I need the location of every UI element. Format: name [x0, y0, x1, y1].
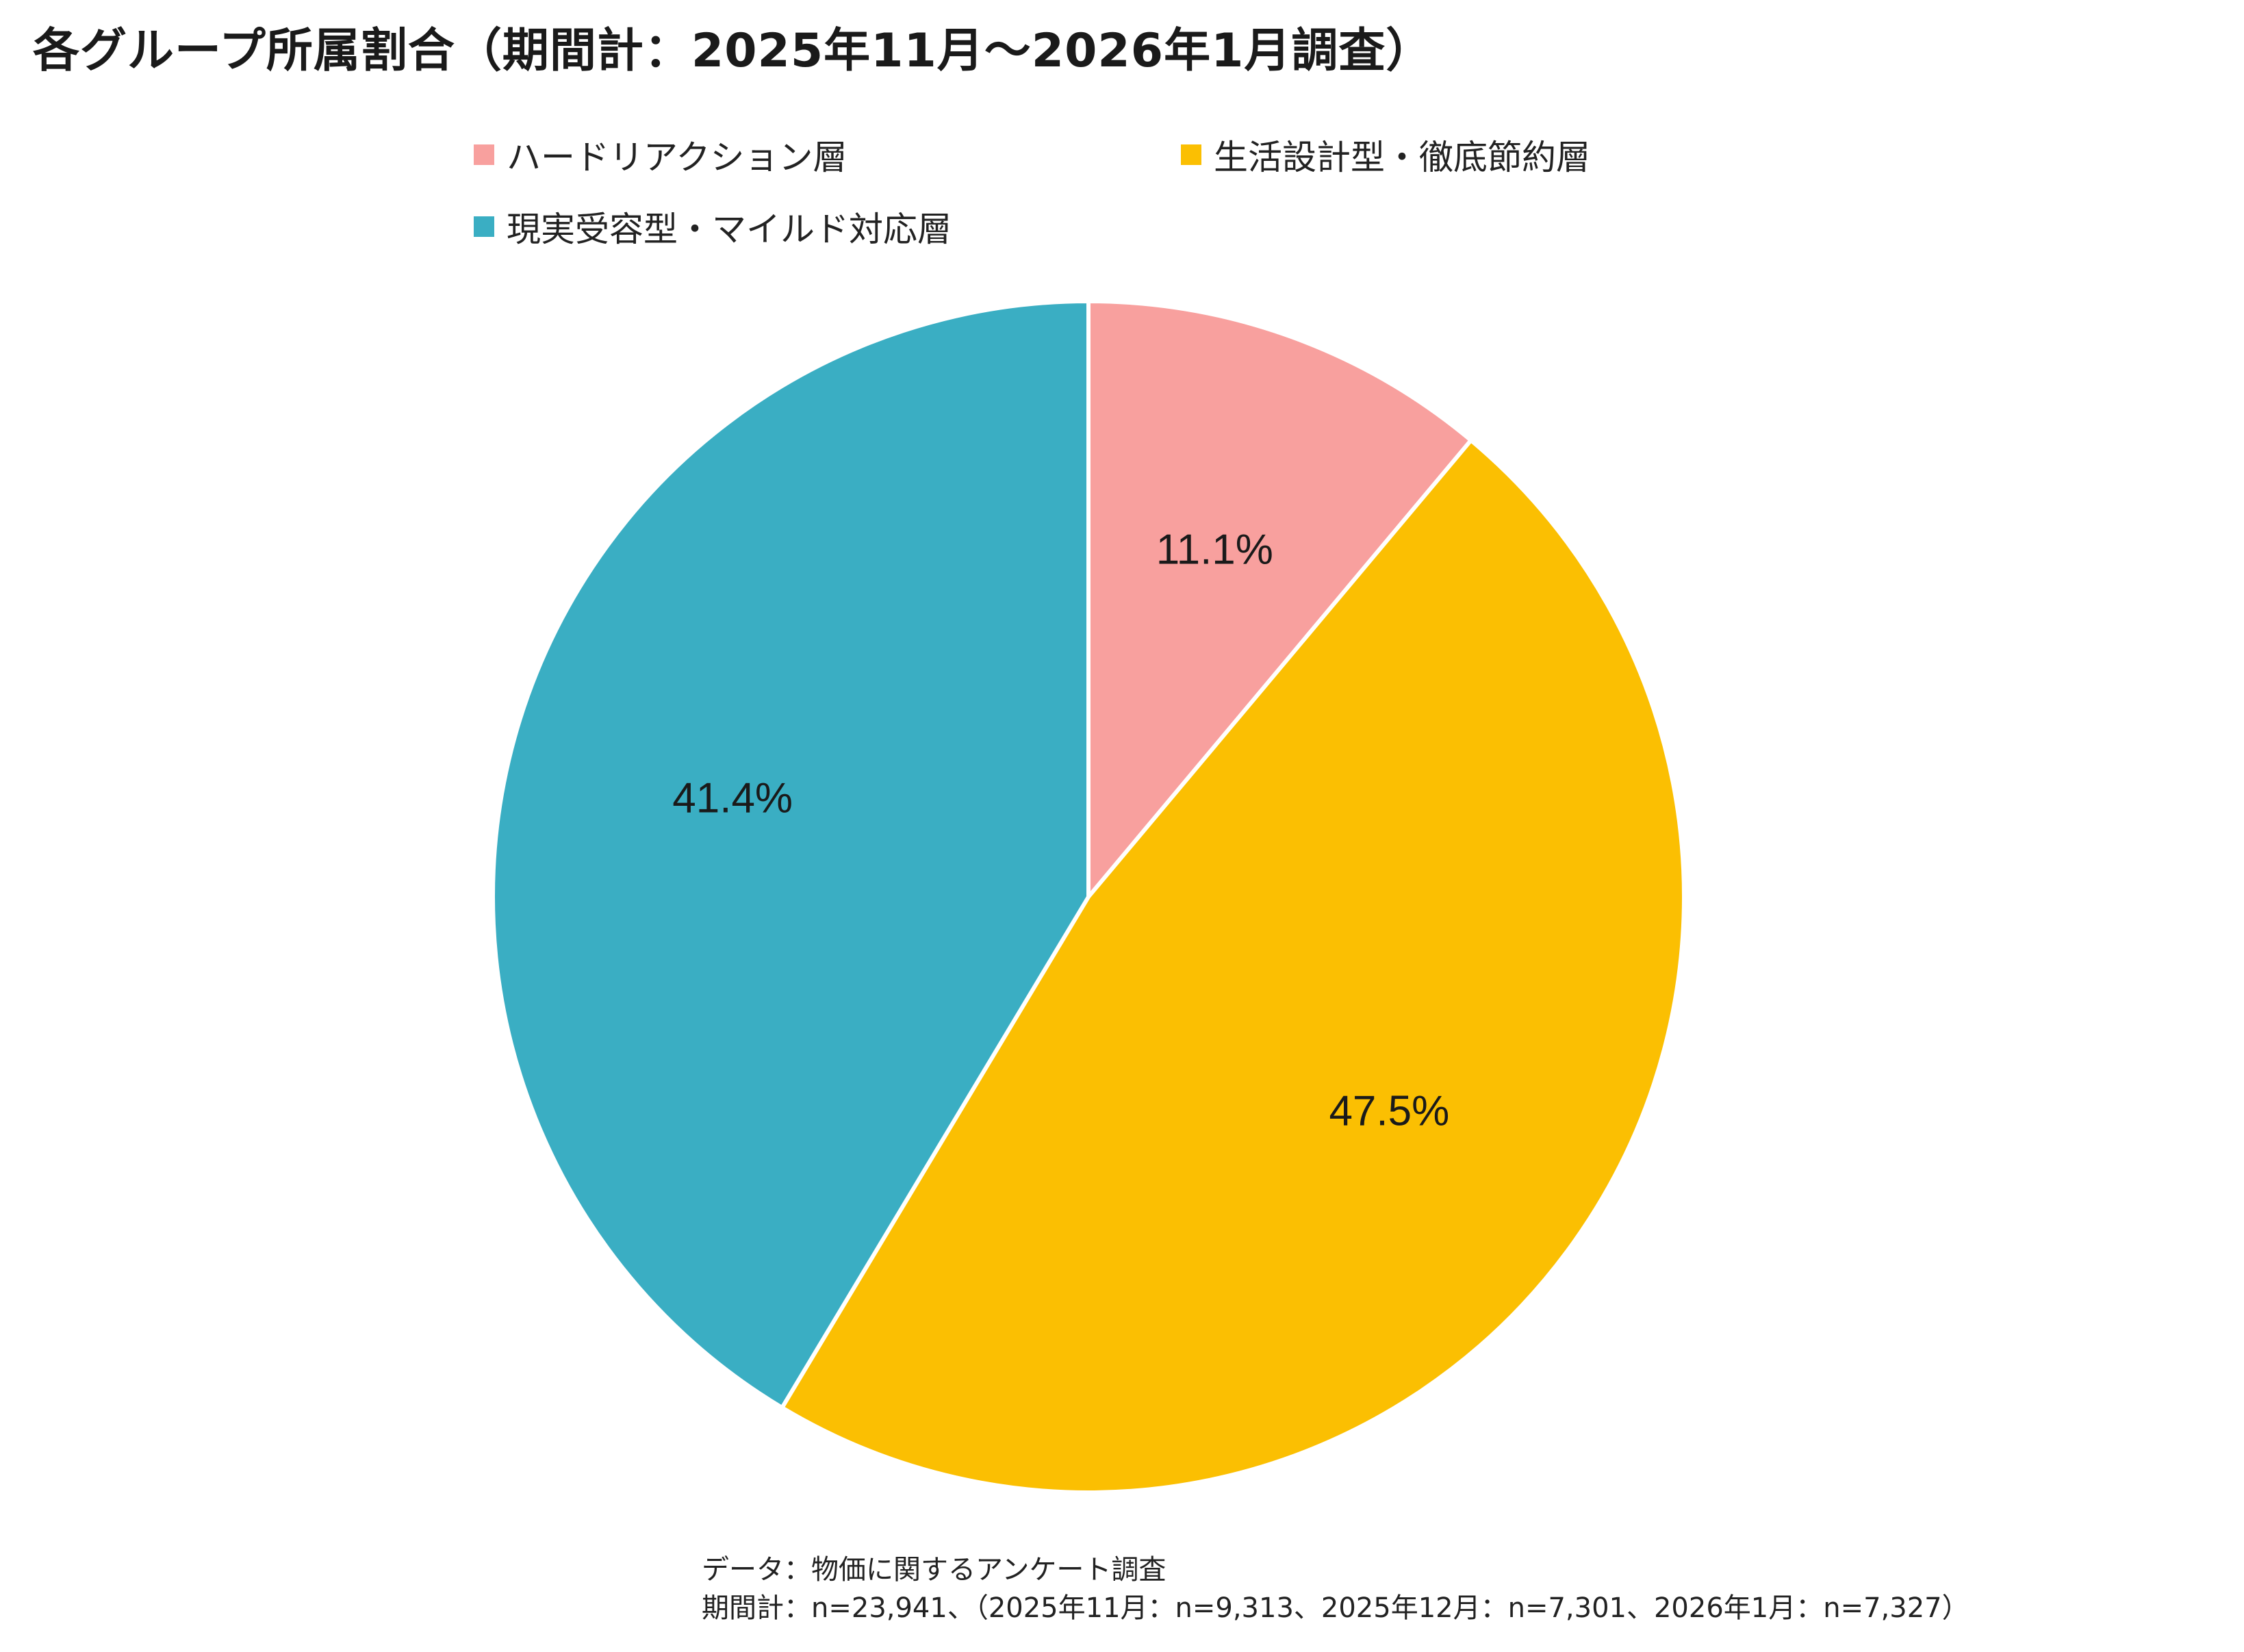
pie-slice-hard-reaction — [1086, 299, 1473, 899]
pie-slice-life-planning — [780, 438, 1687, 1495]
source-line-data: データ：物価に関するアンケート調査 — [702, 1554, 1166, 1586]
pie-slices — [491, 299, 1687, 1495]
pie-data-labels: 11.1% 47.5% 41.4% — [672, 526, 1449, 1135]
pie-data-label: 41.4% — [672, 775, 793, 822]
pie-data-label: 47.5% — [1329, 1087, 1449, 1134]
pie-data-label: 11.1% — [1156, 526, 1273, 574]
pie-slice-realistic-acceptance — [491, 299, 1091, 1410]
chart-title: 各グループ所属割合（期間計：2025年11月～2026年1月調査） — [33, 24, 1433, 78]
source-line-sample: 期間計：n=23,941、（2025年11月：n=9,313、2025年12月：… — [702, 1592, 1969, 1624]
source-note: データ：物価に関するアンケート調査 期間計：n=23,941、（2025年11月… — [702, 1551, 1969, 1627]
